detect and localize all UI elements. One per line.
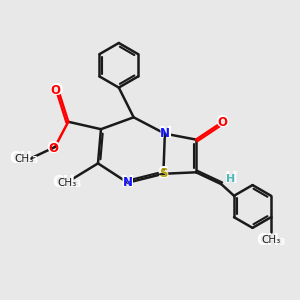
Text: O: O xyxy=(217,116,227,129)
Text: O: O xyxy=(47,141,60,156)
Text: CH₃: CH₃ xyxy=(256,233,286,248)
Text: CH₃: CH₃ xyxy=(9,152,38,166)
Text: N: N xyxy=(123,176,133,189)
Text: CH₃: CH₃ xyxy=(14,154,33,164)
Text: N: N xyxy=(158,126,172,141)
Text: S: S xyxy=(158,166,169,181)
Text: O: O xyxy=(215,115,229,130)
Text: H: H xyxy=(224,171,237,186)
Text: O: O xyxy=(49,83,62,98)
Text: CH₃: CH₃ xyxy=(261,236,281,245)
Text: CH₃: CH₃ xyxy=(52,175,82,190)
Text: CH₃: CH₃ xyxy=(57,178,76,188)
Text: H: H xyxy=(226,174,236,184)
Text: N: N xyxy=(121,175,134,190)
Text: O: O xyxy=(48,142,59,155)
Text: N: N xyxy=(160,127,170,140)
Text: S: S xyxy=(159,167,168,180)
Text: O: O xyxy=(51,84,61,97)
